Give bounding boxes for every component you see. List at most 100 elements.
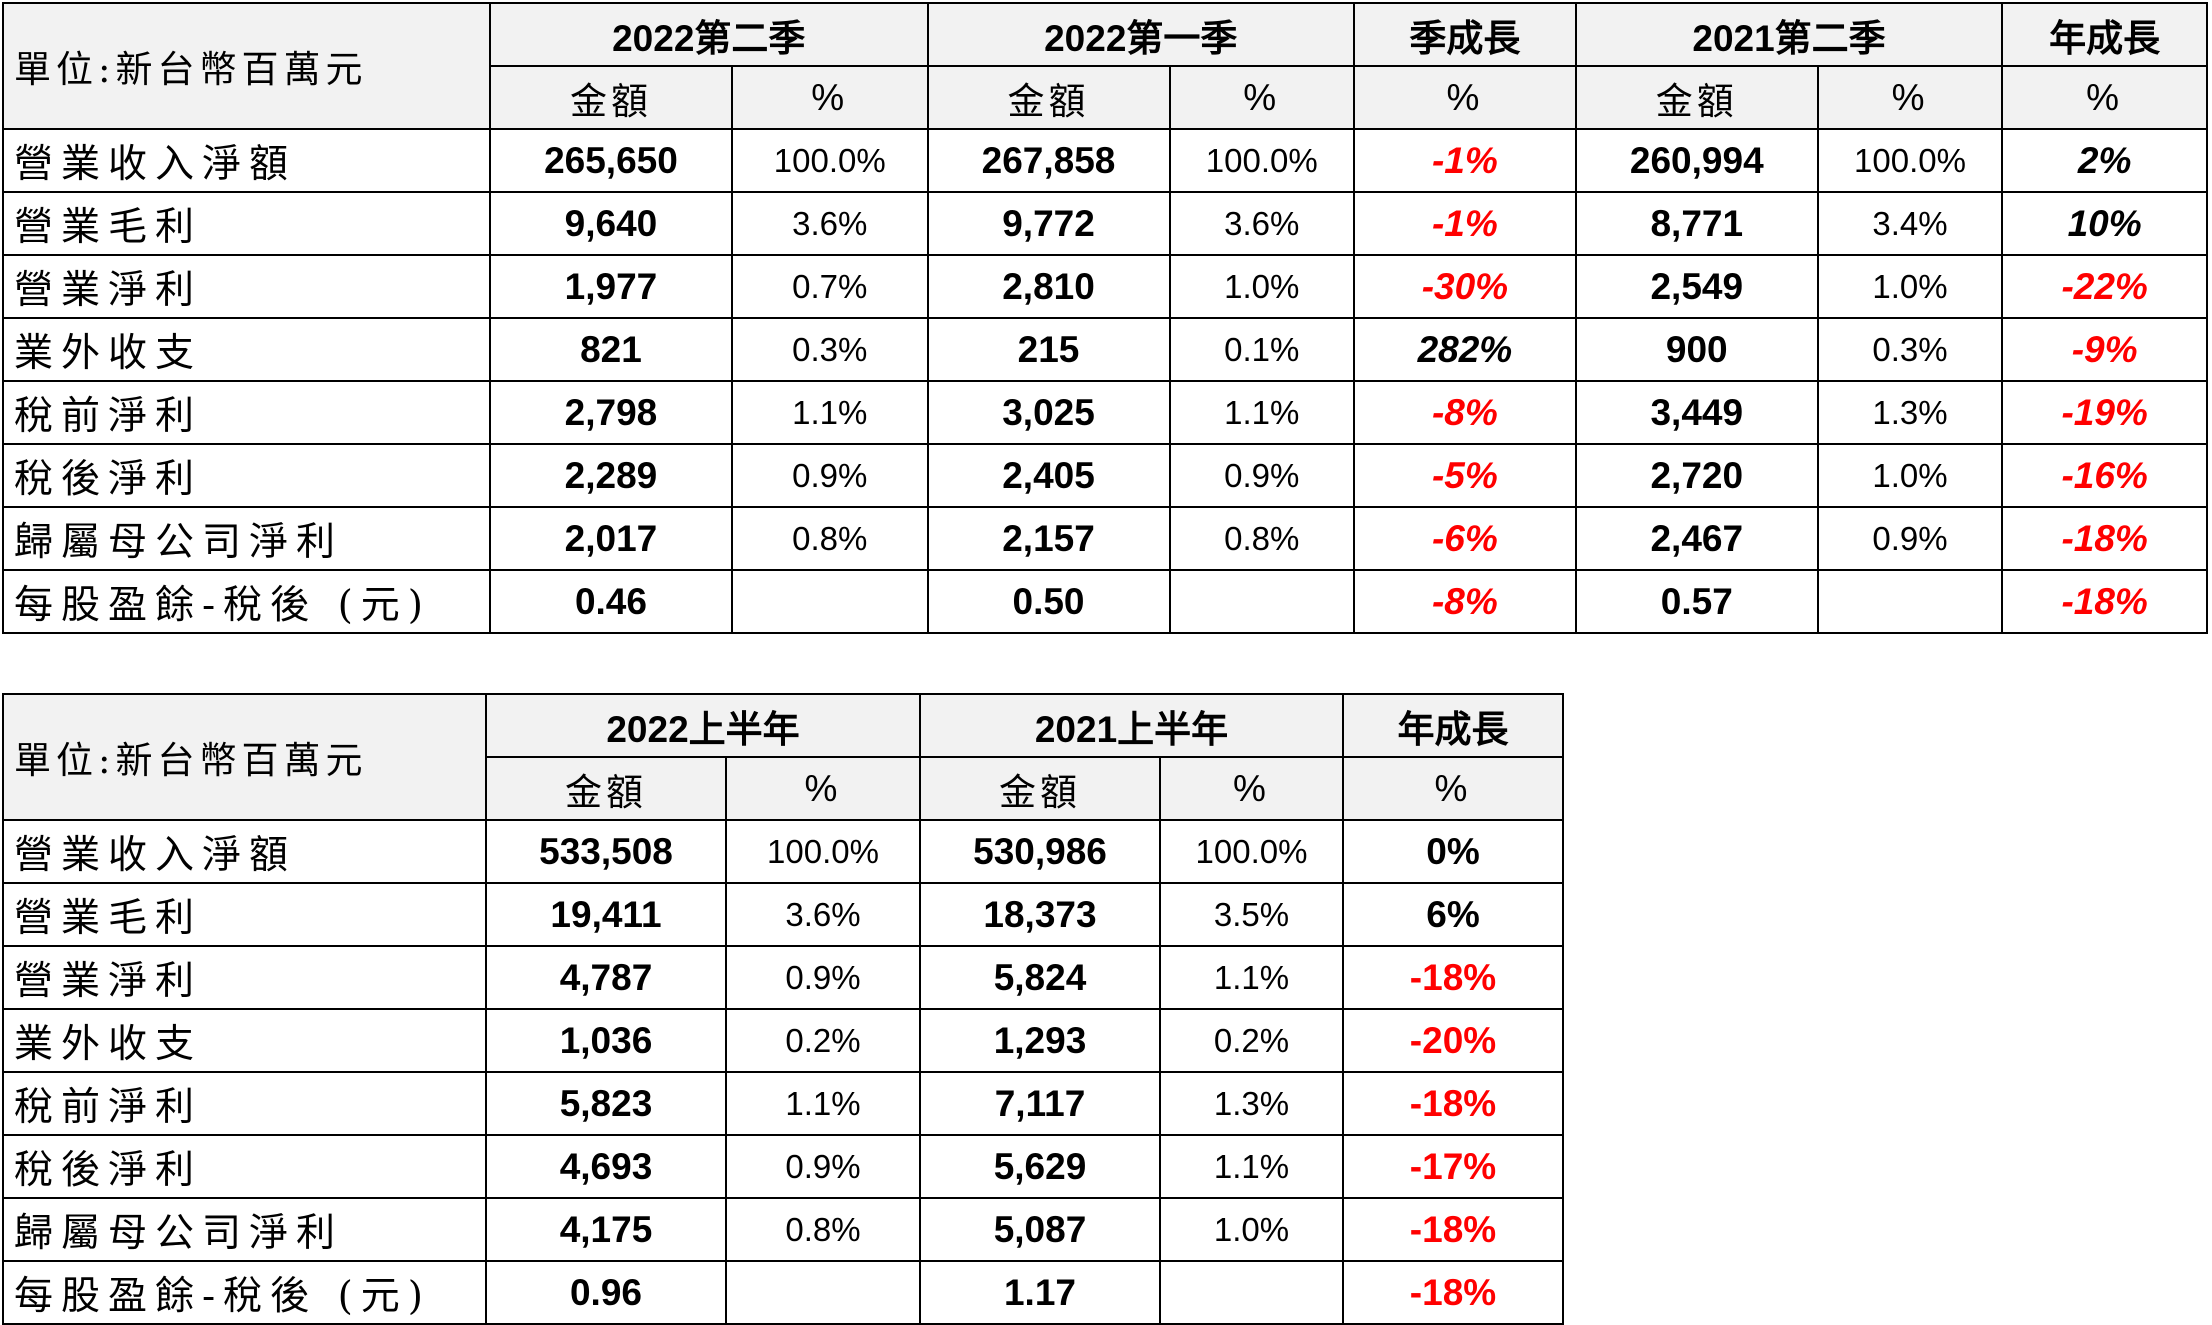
amount-cell: 0.57 xyxy=(1574,569,1819,634)
percent-cell: 0.9% xyxy=(1816,506,2004,571)
growth-cell: -8% xyxy=(1353,380,1577,445)
table-row: 業外收支 821 0.3% 215 0.1% 282% 900 0.3% -9% xyxy=(2,317,2208,382)
percent-cell: 0.8% xyxy=(1168,506,1355,571)
growth-cell: -30% xyxy=(1353,254,1577,319)
row-label: 營業毛利 xyxy=(2,882,487,947)
table-row: 營業毛利 19,411 3.6% 18,373 3.5% 6% xyxy=(2,882,1564,947)
row-label: 稅後淨利 xyxy=(2,443,491,508)
growth-cell: -1% xyxy=(1353,128,1577,193)
row-label: 稅前淨利 xyxy=(2,1071,487,1136)
amount-cell: 4,693 xyxy=(485,1134,727,1199)
table-subheader-row: 金額 % 金額 % % 金額 % % xyxy=(3,65,2208,130)
growth-cell: -18% xyxy=(1342,1197,1564,1262)
percent-cell: 0.9% xyxy=(1168,443,1355,508)
subheader-cell: % xyxy=(1168,65,1355,130)
table-row: 營業收入淨額 265,650 100.0% 267,858 100.0% -1% 260,9… xyxy=(2,128,2208,193)
percent-cell: 100.0% xyxy=(1159,819,1344,884)
row-label: 營業淨利 xyxy=(2,254,491,319)
percent-cell xyxy=(1159,1260,1344,1325)
subheader-cell: % xyxy=(730,65,929,130)
percent-cell: 0.8% xyxy=(725,1197,921,1262)
percent-cell: 0.7% xyxy=(730,254,929,319)
percent-cell: 100.0% xyxy=(730,128,929,193)
subheader-cell: % xyxy=(1353,65,1577,130)
column-header-qoq: 季成長 xyxy=(1353,2,1577,67)
amount-cell: 821 xyxy=(488,317,733,382)
column-header-2021-h1: 2021上半年 xyxy=(919,693,1344,758)
table-row: 每股盈餘-稅後 (元) 0.96 1.17 -18% xyxy=(2,1260,1564,1325)
amount-cell: 0.46 xyxy=(488,569,733,634)
amount-cell: 900 xyxy=(1574,317,1819,382)
growth-cell: -18% xyxy=(1342,1260,1564,1325)
percent-cell xyxy=(1816,569,2004,634)
column-header-yoy: 年成長 xyxy=(1342,693,1564,758)
percent-cell xyxy=(1168,569,1355,634)
growth-cell: 0% xyxy=(1342,819,1564,884)
amount-cell: 3,449 xyxy=(1574,380,1819,445)
percent-cell: 3.4% xyxy=(1816,191,2004,256)
table-row: 營業收入淨額 533,508 100.0% 530,986 100.0% 0% xyxy=(2,819,1564,884)
growth-cell: -20% xyxy=(1342,1008,1564,1073)
percent-cell: 0.8% xyxy=(730,506,929,571)
unit-label: 單位:新台幣百萬元 xyxy=(2,693,487,821)
subheader-cell: % xyxy=(1816,65,2004,130)
amount-cell: 5,087 xyxy=(919,1197,1161,1262)
amount-cell: 5,824 xyxy=(919,945,1161,1010)
subheader-cell: 金額 xyxy=(926,65,1171,130)
percent-cell: 3.6% xyxy=(1168,191,1355,256)
amount-cell: 260,994 xyxy=(1574,128,1819,193)
amount-cell: 19,411 xyxy=(485,882,727,947)
amount-cell: 7,117 xyxy=(919,1071,1161,1136)
table-header-row: 單位:新台幣百萬元 2022上半年 2021上半年 年成長 xyxy=(2,693,1564,821)
table-row: 營業淨利 4,787 0.9% 5,824 1.1% -18% xyxy=(2,945,1564,1010)
quarterly-income-table: 單位:新台幣百萬元 2022第二季 2022第一季 季成長 2021第二季 年成… xyxy=(2,2,2208,634)
column-header-2022-h1: 2022上半年 xyxy=(485,693,921,758)
row-label: 營業收入淨額 xyxy=(2,819,487,884)
amount-cell: 1,036 xyxy=(485,1008,727,1073)
table-row: 歸屬母公司淨利 4,175 0.8% 5,087 1.0% -18% xyxy=(2,1197,1564,1262)
percent-cell: 0.2% xyxy=(1159,1008,1344,1073)
row-label: 歸屬母公司淨利 xyxy=(2,1197,487,1262)
percent-cell: 1.3% xyxy=(1159,1071,1344,1136)
percent-cell: 1.1% xyxy=(1168,380,1355,445)
percent-cell: 1.0% xyxy=(1168,254,1355,319)
row-label: 歸屬母公司淨利 xyxy=(2,506,491,571)
percent-cell: 0.2% xyxy=(725,1008,921,1073)
subheader-cell: 金額 xyxy=(1574,65,1819,130)
growth-cell: 282% xyxy=(1353,317,1577,382)
percent-cell: 100.0% xyxy=(1168,128,1355,193)
percent-cell: 0.9% xyxy=(725,945,921,1010)
growth-cell: -18% xyxy=(2001,569,2208,634)
percent-cell: 0.1% xyxy=(1168,317,1355,382)
percent-cell: 100.0% xyxy=(1816,128,2004,193)
amount-cell: 2,810 xyxy=(926,254,1171,319)
row-label: 稅後淨利 xyxy=(2,1134,487,1199)
row-label: 稅前淨利 xyxy=(2,380,491,445)
amount-cell: 2,289 xyxy=(488,443,733,508)
row-label: 營業毛利 xyxy=(2,191,491,256)
subheader-cell: % xyxy=(2001,65,2208,130)
growth-cell: -9% xyxy=(2001,317,2208,382)
percent-cell: 3.6% xyxy=(730,191,929,256)
amount-cell: 3,025 xyxy=(926,380,1171,445)
row-label: 每股盈餘-稅後 (元) xyxy=(2,1260,487,1325)
growth-cell: -8% xyxy=(1353,569,1577,634)
percent-cell: 1.0% xyxy=(1816,443,2004,508)
amount-cell: 1.17 xyxy=(919,1260,1161,1325)
amount-cell: 9,772 xyxy=(926,191,1171,256)
percent-cell: 0.3% xyxy=(730,317,929,382)
subheader-cell: 金額 xyxy=(919,756,1161,821)
row-label: 業外收支 xyxy=(2,1008,487,1073)
table-row: 稅前淨利 2,798 1.1% 3,025 1.1% -8% 3,449 1.3% -19% xyxy=(2,380,2208,445)
table-row: 營業淨利 1,977 0.7% 2,810 1.0% -30% 2,549 1.0% -22% xyxy=(2,254,2208,319)
column-header-yoy: 年成長 xyxy=(2001,2,2208,67)
growth-cell: -19% xyxy=(2001,380,2208,445)
column-header-2021-q2: 2021第二季 xyxy=(1574,2,2004,67)
percent-cell: 1.3% xyxy=(1816,380,2004,445)
amount-cell: 2,467 xyxy=(1574,506,1819,571)
growth-cell: -22% xyxy=(2001,254,2208,319)
percent-cell: 1.0% xyxy=(1159,1197,1344,1262)
amount-cell: 2,017 xyxy=(488,506,733,571)
amount-cell: 0.96 xyxy=(485,1260,727,1325)
percent-cell xyxy=(730,569,929,634)
